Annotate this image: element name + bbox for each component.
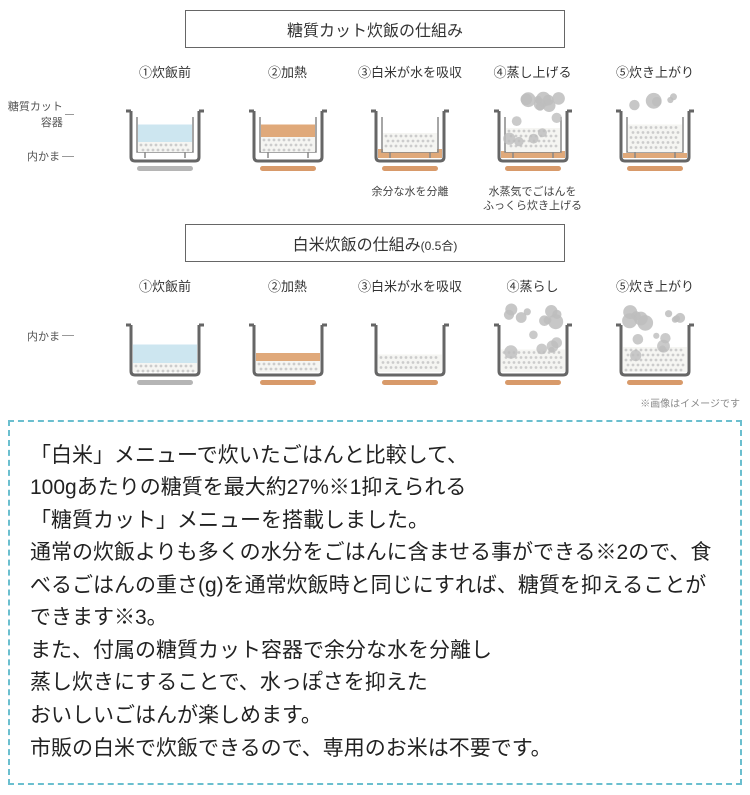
stage: ⑤炊き上がり: [598, 276, 713, 393]
stage: ③白米が水を吸収: [353, 276, 468, 393]
stage-label: ②加熱: [230, 276, 345, 295]
section-b-title: 白米炊飯の仕組み(0.5合): [185, 224, 565, 262]
pot-icon: [230, 89, 345, 179]
stage-label: ②加熱: [230, 62, 345, 81]
stage: ②加熱: [230, 62, 345, 179]
pot-icon: [108, 89, 223, 179]
section-a-side-labels: 糖質カット容器内かま: [4, 98, 74, 164]
stage-caption: 水蒸気でごはんをふっくら炊き上げる: [475, 185, 590, 214]
pot-icon: [353, 89, 468, 179]
stage-label: ①炊飯前: [108, 62, 223, 81]
stage-label: ①炊飯前: [108, 276, 223, 295]
section-b-title-sub: (0.5合): [421, 239, 458, 253]
section-b-row: 内かま ①炊飯前 ②加熱 ③白米が水を吸収 ④蒸らし ⑤炊き上がり: [0, 276, 750, 393]
stage-label: ⑤炊き上がり: [598, 276, 713, 295]
section-a-title: 糖質カット炊飯の仕組み: [185, 10, 565, 48]
stage: ①炊飯前: [108, 276, 223, 393]
stage: ①炊飯前: [108, 62, 223, 179]
image-note: ※画像はイメージです: [0, 393, 750, 414]
section-b-title-text: 白米炊飯の仕組み: [293, 237, 421, 254]
stage: ④蒸し上げる水蒸気でごはんをふっくら炊き上げる: [475, 62, 590, 214]
section-b-side-labels: 内かま: [4, 328, 74, 344]
stage-label: ④蒸し上げる: [475, 62, 590, 81]
pot-icon: [475, 303, 590, 393]
pot-icon: [353, 303, 468, 393]
stage: ⑤炊き上がり: [598, 62, 713, 179]
pot-icon: [475, 89, 590, 179]
pot-icon: [598, 303, 713, 393]
pot-icon: [230, 303, 345, 393]
pot-icon: [108, 303, 223, 393]
pot-icon: [598, 89, 713, 179]
side-label: 糖質カット容器: [4, 98, 74, 130]
stage-label: ③白米が水を吸収: [353, 62, 468, 81]
side-label: 内かま: [4, 148, 74, 164]
stage: ③白米が水を吸収余分な水を分離: [353, 62, 468, 199]
section-a-row: 糖質カット容器内かま ①炊飯前②加熱③白米が水を吸収余分な水を分離④蒸し上げる水…: [0, 62, 750, 214]
stage-label: ③白米が水を吸収: [353, 276, 468, 295]
section-a-title-text: 糖質カット炊飯の仕組み: [287, 23, 463, 40]
stage-label: ⑤炊き上がり: [598, 62, 713, 81]
info-box: 「白米」メニューで炊いたごはんと比較して、100gあたりの糖質を最大約27%※1…: [8, 420, 742, 785]
stage-caption: 余分な水を分離: [353, 185, 468, 199]
stage-label: ④蒸らし: [475, 276, 590, 295]
stage: ④蒸らし: [475, 276, 590, 393]
side-label: 内かま: [4, 328, 74, 344]
stage: ②加熱: [230, 276, 345, 393]
